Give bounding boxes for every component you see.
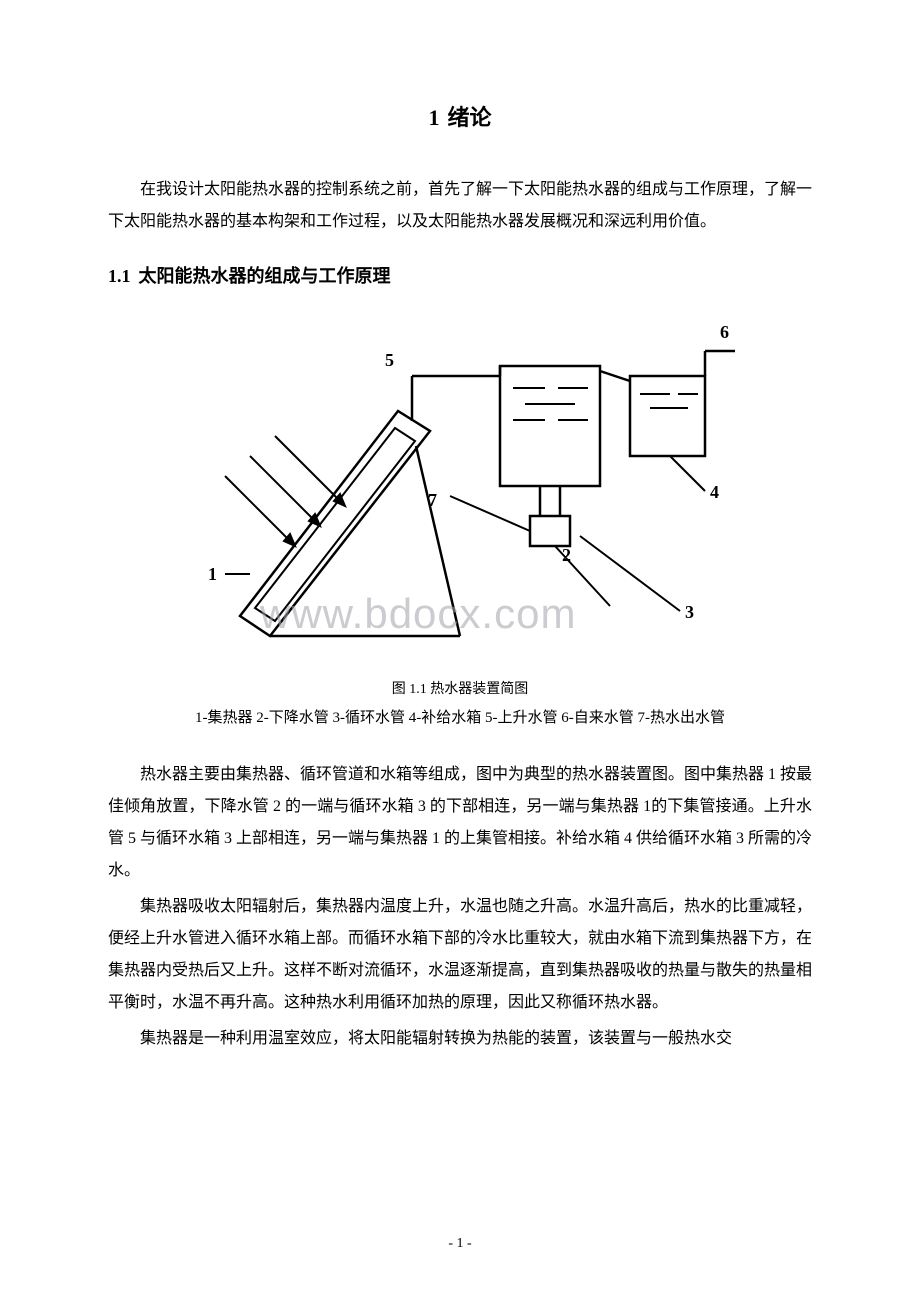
figure-label-6: 6 — [720, 322, 729, 342]
section-title-text: 太阳能热水器的组成与工作原理 — [139, 266, 391, 286]
figure-label-4: 4 — [710, 482, 719, 502]
body-para-1: 热水器主要由集热器、循环管道和水箱等组成，图中为典型的热水器装置图。图中集热器 … — [108, 759, 812, 887]
chapter-title: 1 绪论 — [108, 100, 812, 132]
figure-label-2: 2 — [562, 545, 571, 565]
section-title: 1.1 太阳能热水器的组成与工作原理 — [108, 262, 812, 288]
figure-diagram: 1 2 3 4 5 6 7 — [180, 316, 740, 666]
section-number: 1.1 — [108, 266, 131, 286]
figure-label-7: 7 — [428, 490, 437, 510]
body-para-2: 集热器吸收太阳辐射后，集热器内温度上升，水温也随之升高。水温升高后，热水的比重减… — [108, 891, 812, 1019]
figure-caption: 图 1.1 热水器装置简图 — [108, 678, 812, 698]
chapter-title-text: 绪论 — [447, 105, 491, 130]
body-para-3: 集热器是一种利用温室效应，将太阳能辐射转换为热能的装置，该装置与一般热水交 — [108, 1023, 812, 1055]
figure-legend: 1-集热器 2-下降水管 3-循环水管 4-补给水箱 5-上升水管 6-自来水管… — [108, 706, 812, 727]
figure-container: 1 2 3 4 5 6 7 图 1.1 热水器装置简图 1-集热器 2-下降水管… — [108, 316, 812, 727]
page-number: - 1 - — [0, 1236, 920, 1252]
intro-paragraph: 在我设计太阳能热水器的控制系统之前，首先了解一下太阳能热水器的组成与工作原理，了… — [108, 174, 812, 238]
figure-label-3: 3 — [685, 602, 694, 622]
chapter-number: 1 — [428, 105, 439, 130]
figure-label-5: 5 — [385, 350, 394, 370]
figure-label-1: 1 — [208, 564, 217, 584]
